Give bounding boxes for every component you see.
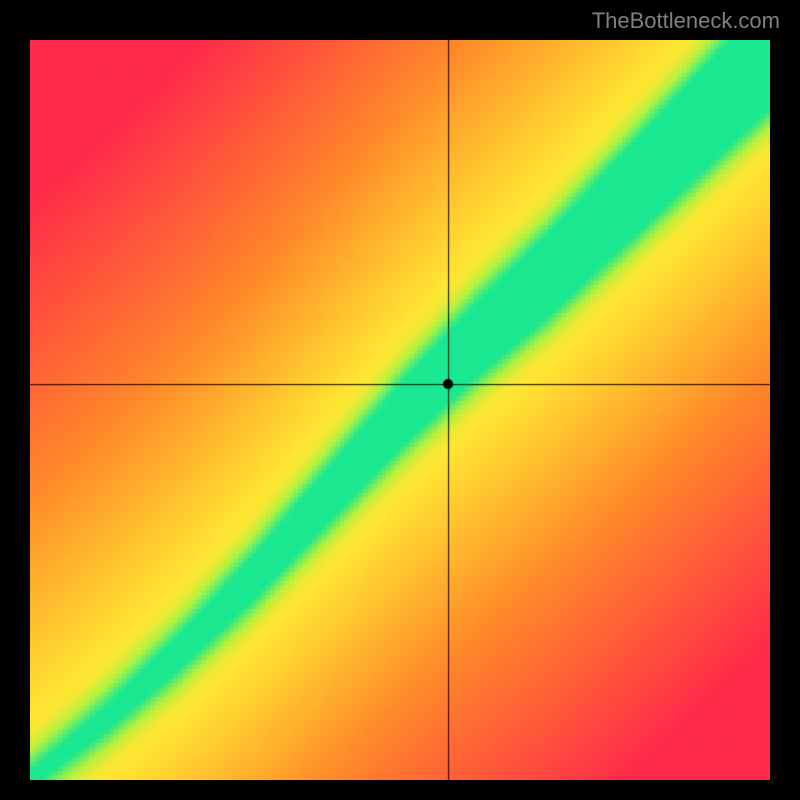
watermark-text: TheBottleneck.com bbox=[592, 8, 780, 34]
plot-area bbox=[30, 40, 770, 780]
chart-container: TheBottleneck.com bbox=[0, 0, 800, 800]
heatmap-canvas bbox=[30, 40, 770, 780]
